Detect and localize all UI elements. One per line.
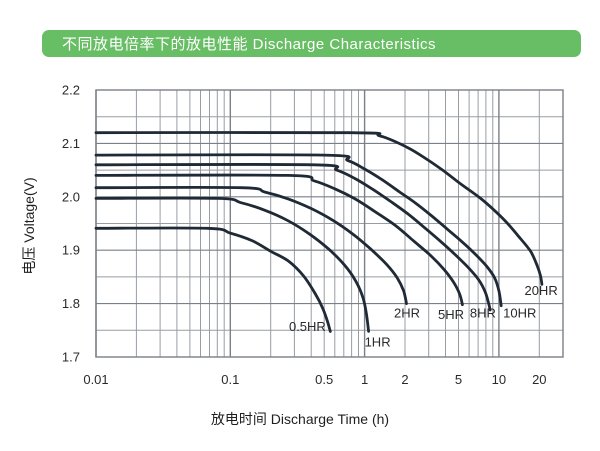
chart-title-bar: 不同放电倍率下的放电性能 Discharge Characteristics xyxy=(42,30,581,57)
x-tick-label: 1 xyxy=(361,372,368,387)
series-curve-0.5HR xyxy=(94,226,332,333)
series-curve-1HR xyxy=(94,196,370,333)
series-curve-10HR xyxy=(94,153,503,308)
curve-label-10HR: 10HR xyxy=(503,306,536,321)
y-axis-title: 电压 Voltage(V) xyxy=(21,177,37,275)
curve-label-8HR: 8HR xyxy=(470,306,496,321)
x-axis-title: 放电时间 Discharge Time (h) xyxy=(210,411,390,427)
y-tick-label: 2.0 xyxy=(62,189,80,204)
y-tick-label: 2.2 xyxy=(62,83,80,98)
chart-title: 不同放电倍率下的放电性能 Discharge Characteristics xyxy=(62,36,437,53)
x-tick-label: 20 xyxy=(532,372,546,387)
y-tick-label: 2.1 xyxy=(62,136,80,151)
curve-label-2HR: 2HR xyxy=(394,306,420,321)
x-tick-label: 0.5 xyxy=(315,372,333,387)
y-tick-label: 1.9 xyxy=(62,243,80,258)
x-tick-label: 5 xyxy=(455,372,462,387)
x-tick-label: 10 xyxy=(492,372,506,387)
x-tick-label: 0.01 xyxy=(83,372,108,387)
plot-border xyxy=(95,89,564,358)
curve-label-5HR: 5HR xyxy=(438,307,464,322)
x-tick-label: 0.1 xyxy=(221,372,239,387)
y-tick-label: 1.7 xyxy=(62,350,80,365)
curve-label-20HR: 20HR xyxy=(524,283,557,298)
curve-label-1HR: 1HR xyxy=(365,335,391,350)
series-curve-20HR xyxy=(94,131,544,286)
y-tick-label: 1.8 xyxy=(62,296,80,311)
series-curve-2HR xyxy=(94,185,408,305)
series-curve-5HR xyxy=(94,173,464,307)
curve-label-0.5HR: 0.5HR xyxy=(289,319,326,334)
series-curve-8HR xyxy=(94,163,492,312)
x-tick-label: 2 xyxy=(401,372,408,387)
